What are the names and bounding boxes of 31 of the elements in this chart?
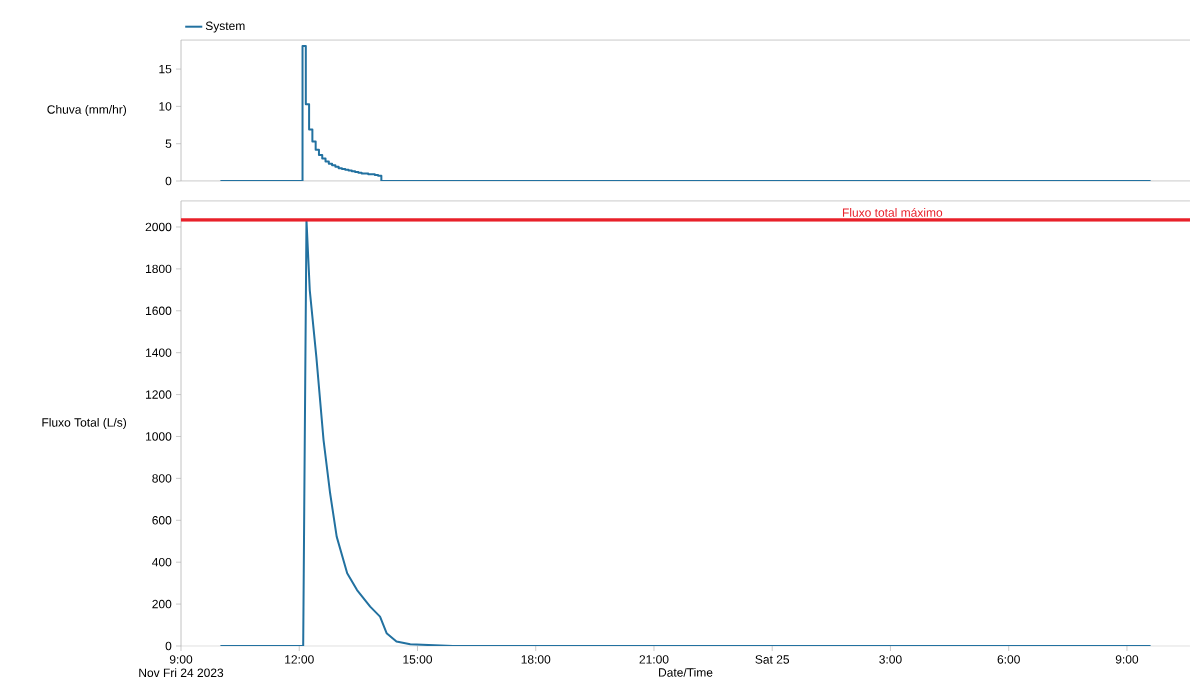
- y-tick-label: 5: [165, 139, 172, 148]
- y-tick-label: 1800: [146, 264, 172, 274]
- y-axis-title: Chuva (mm/hr): [47, 104, 127, 117]
- y-tick-label: 1000: [146, 432, 172, 441]
- y-tick-label: 15: [159, 64, 172, 74]
- y-tick-label: 10: [159, 102, 172, 111]
- x-tick-label: 9:00: [169, 655, 193, 664]
- y-tick-label: 1400: [146, 348, 172, 357]
- x-tick-label: 15:00: [403, 655, 433, 664]
- y-tick-label: 1200: [146, 390, 172, 399]
- y-tick-label: 1600: [146, 306, 172, 316]
- x-tick-label: 12:00: [285, 655, 314, 664]
- line-series: [219, 219, 1152, 646]
- y-axis-title: Fluxo Total (L/s): [42, 417, 127, 430]
- x-tick-label: 6:00: [997, 655, 1020, 664]
- y-tick-label: 2000: [145, 222, 172, 232]
- y-tick-label: 0: [165, 176, 172, 186]
- x-tick-label: 3:00: [879, 655, 902, 664]
- x-axis-title: Date/Time: [659, 667, 713, 677]
- ref-line-label: Fluxo total máximo: [842, 207, 943, 217]
- legend-label: System: [205, 21, 245, 33]
- y-tick-label: 800: [152, 474, 172, 483]
- x-tick-label: 21:00: [639, 655, 669, 664]
- y-tick-label: 200: [152, 599, 172, 609]
- x-tick-label: 18:00: [521, 655, 551, 664]
- y-tick-label: 0: [165, 641, 172, 651]
- x-tick-label: Sat 25: [755, 655, 790, 664]
- y-tick-label: 600: [152, 516, 172, 525]
- text: Nov Fri 24 2023: [139, 668, 224, 677]
- y-tick-label: 400: [152, 557, 172, 567]
- x-tick-label: 9:00: [1115, 655, 1139, 664]
